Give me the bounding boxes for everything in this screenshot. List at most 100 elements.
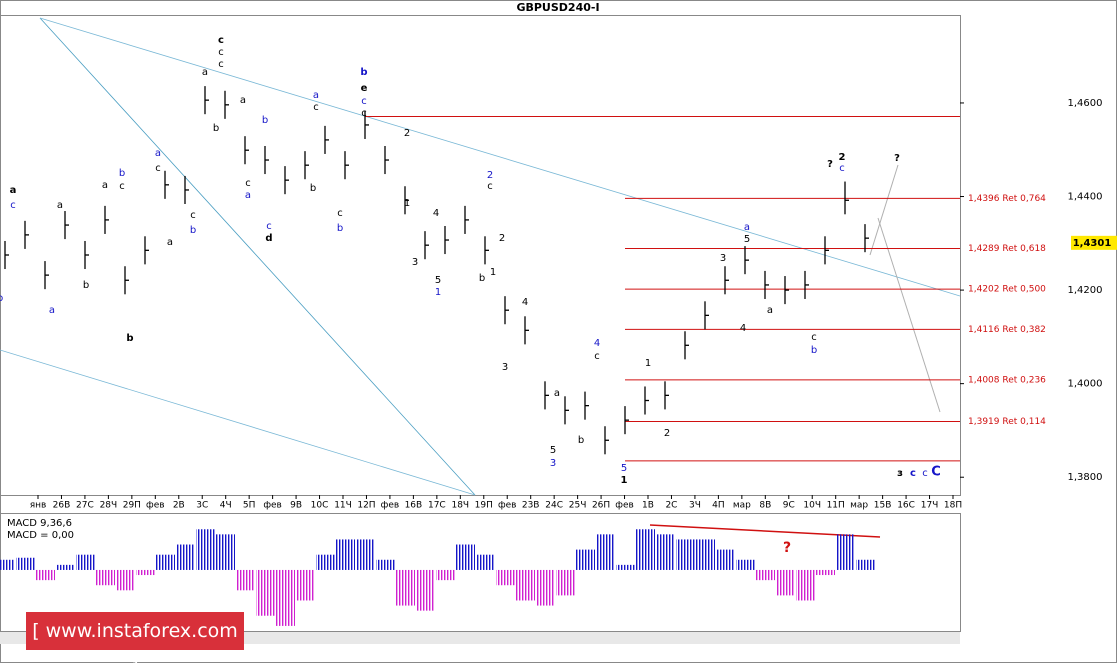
- fib-label: 1,4008 Ret 0,236: [968, 375, 1046, 385]
- macd-bar: [836, 534, 855, 570]
- macd-bar: [196, 529, 215, 570]
- macd-bar: [476, 554, 495, 570]
- macd-bar: [776, 569, 795, 596]
- wave-label: 4: [433, 208, 439, 219]
- wave-label: c: [839, 163, 845, 174]
- x-tick-label: 17С: [428, 501, 446, 511]
- macd-bar: [676, 539, 695, 570]
- macd-bar: [716, 549, 735, 570]
- macd-bar: [96, 569, 115, 586]
- x-tick-label: 3Ч: [689, 501, 701, 511]
- wave-label: 5: [744, 234, 750, 245]
- price-label: 1,4301: [1073, 238, 1112, 249]
- macd-bar: [316, 554, 335, 570]
- x-tick-label: 9С: [783, 501, 795, 511]
- x-tick-label: 2С: [665, 501, 677, 511]
- macd-bar: [276, 569, 295, 626]
- wave-label: з: [897, 468, 903, 479]
- macd-bar: [576, 549, 595, 570]
- wave-label: c: [218, 59, 224, 70]
- x-tick-label: фев: [498, 501, 517, 511]
- fib-label: 1,4202 Ret 0,500: [968, 285, 1046, 295]
- plot-frame: [0, 15, 961, 496]
- wave-label: c: [10, 200, 16, 211]
- wave-label: c: [910, 468, 916, 479]
- macd-bar: [176, 544, 195, 570]
- x-tick-label: 16С: [897, 501, 915, 511]
- macd-bar: [156, 554, 175, 570]
- x-tick-label: фев: [263, 501, 282, 511]
- wave-label: a: [49, 305, 55, 316]
- y-tick-label: 1,4600: [1068, 98, 1103, 109]
- wave-label: a: [167, 237, 173, 248]
- macd-bar: [616, 564, 635, 570]
- macd-bar: [0, 559, 15, 570]
- wave-label: b: [479, 273, 485, 284]
- macd-name: MACD 9,36,6: [7, 518, 72, 529]
- macd-bar: [436, 569, 455, 581]
- macd-signal: MACD = 0,00: [7, 530, 74, 541]
- wave-label: b: [811, 345, 817, 356]
- x-tick-label: 18Ч: [451, 501, 469, 511]
- wave-label: a: [240, 95, 246, 106]
- wave-label: 2: [664, 428, 670, 439]
- macd-bar: [136, 569, 155, 576]
- x-tick-label: 5П: [243, 501, 256, 511]
- x-tick-label: 12П: [357, 501, 375, 511]
- wave-label: b: [126, 333, 133, 344]
- wave-label: 1: [621, 475, 628, 486]
- macd-bar: [76, 554, 95, 570]
- macd-bar: [396, 569, 415, 606]
- x-tick-label: 17Ч: [921, 501, 939, 511]
- x-tick-label: 16В: [405, 501, 423, 511]
- x-tick-label: 26В: [53, 501, 71, 511]
- wave-label: c: [811, 332, 817, 343]
- macd-bar: [256, 569, 275, 616]
- wave-label: b: [578, 435, 584, 446]
- macd-bar: [236, 569, 255, 591]
- wave-label: b: [119, 168, 125, 179]
- wave-label: 5: [550, 445, 556, 456]
- wave-label: c: [218, 47, 224, 58]
- x-tick-label: 25Ч: [569, 501, 587, 511]
- wave-label: a: [554, 388, 560, 399]
- fib-label: 1,4289 Ret 0,618: [968, 244, 1046, 254]
- macd-bar: [656, 534, 675, 570]
- wave-label: ?: [894, 153, 900, 164]
- x-tick-label: 9В: [290, 501, 302, 511]
- macd-bar: [216, 534, 235, 570]
- macd-bar: [636, 529, 655, 570]
- wave-label: b: [213, 123, 219, 134]
- wave-label: 3: [550, 458, 556, 469]
- x-tick-label: 23В: [522, 501, 540, 511]
- wave-label: c: [245, 178, 251, 189]
- wave-label: d: [265, 233, 272, 244]
- wave-label: a: [155, 148, 161, 159]
- x-tick-label: фев: [615, 501, 634, 511]
- wave-label: 1: [404, 198, 410, 209]
- macd-bar: [796, 569, 815, 601]
- wave-label: a: [102, 180, 108, 191]
- wave-label: 1: [435, 287, 441, 298]
- wave-label: 3: [502, 362, 508, 373]
- wave-label: b: [262, 115, 268, 126]
- wave-label: a: [10, 185, 17, 196]
- wave-label: 2: [499, 233, 505, 244]
- x-tick-label: мар: [733, 501, 751, 511]
- macd-bar: [16, 557, 35, 570]
- macd-bar: [376, 559, 395, 570]
- macd-bar: [736, 559, 755, 570]
- wave-label: ?: [827, 159, 833, 170]
- forecast-line: [877, 217, 941, 413]
- x-tick-label: янв: [30, 501, 47, 511]
- wave-label: c: [337, 208, 343, 219]
- wave-label: 1: [490, 267, 496, 278]
- macd-bar: [856, 559, 875, 570]
- x-tick-label: 26П: [592, 501, 610, 511]
- x-tick-label: 3С: [196, 501, 208, 511]
- wave-label: c: [218, 35, 224, 46]
- macd-bar: [456, 544, 475, 570]
- wave-label: c: [361, 108, 367, 119]
